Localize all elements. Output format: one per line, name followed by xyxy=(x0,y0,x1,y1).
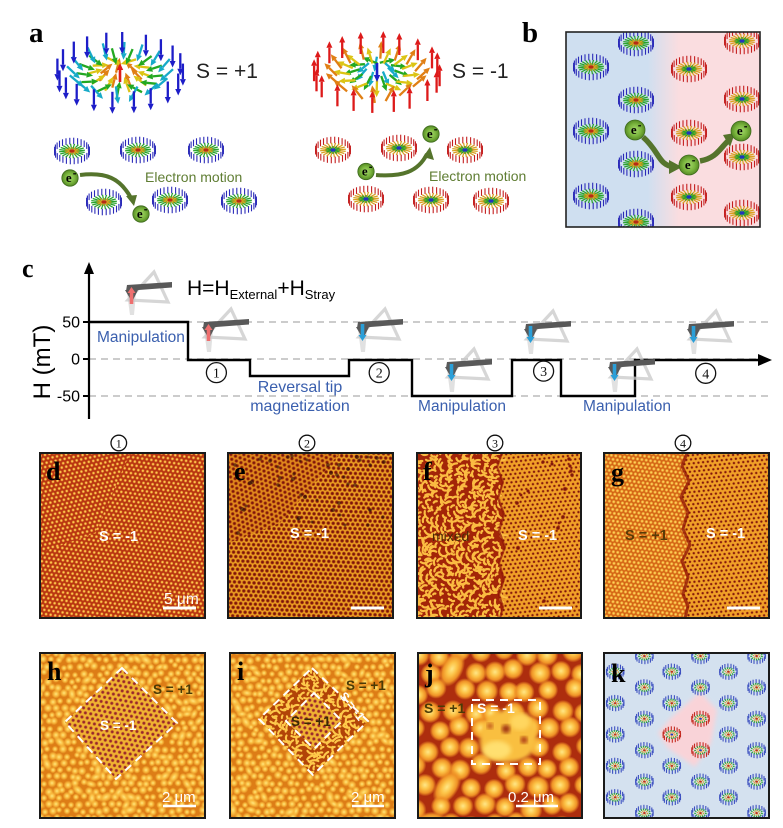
svg-text:i: i xyxy=(237,657,244,686)
svg-text:a: a xyxy=(29,17,44,49)
svg-text:S = +1: S = +1 xyxy=(424,700,465,716)
svg-text:S = +1: S = +1 xyxy=(346,678,386,693)
svg-text:1: 1 xyxy=(213,367,220,382)
svg-text:e: e xyxy=(737,123,743,138)
svg-text:e: e xyxy=(137,206,143,221)
svg-text:g: g xyxy=(611,458,624,487)
svg-text:magnetization: magnetization xyxy=(250,398,350,415)
svg-text:S = -1: S = -1 xyxy=(477,700,515,716)
svg-text:Manipulation: Manipulation xyxy=(418,398,506,415)
svg-text:4: 4 xyxy=(702,367,709,382)
svg-text:S = +1: S = +1 xyxy=(291,714,331,729)
svg-text:k: k xyxy=(611,659,626,688)
svg-text:2 μm: 2 μm xyxy=(351,789,385,806)
svg-text:1: 1 xyxy=(116,436,122,450)
svg-text:Electron motion: Electron motion xyxy=(429,168,526,184)
svg-text:S = -1: S = -1 xyxy=(452,60,509,83)
svg-text:S = -1: S = -1 xyxy=(99,529,138,545)
svg-text:d: d xyxy=(46,457,61,486)
svg-text:0: 0 xyxy=(71,352,80,369)
svg-text:mixed: mixed xyxy=(432,528,469,544)
svg-text:c: c xyxy=(22,254,34,283)
svg-text:S = -1: S = -1 xyxy=(518,528,557,544)
svg-text:S = -1: S = -1 xyxy=(706,526,745,542)
svg-text:h: h xyxy=(47,657,62,686)
svg-text:50: 50 xyxy=(62,315,80,332)
svg-text:5 μm: 5 μm xyxy=(164,591,199,608)
svg-text:e: e xyxy=(631,122,637,137)
svg-text:Manipulation: Manipulation xyxy=(97,329,185,346)
svg-text:S = -1: S = -1 xyxy=(100,718,137,733)
svg-text:S = +1: S = +1 xyxy=(196,60,258,83)
svg-text:2 μm: 2 μm xyxy=(162,789,196,806)
svg-text:0.2 μm: 0.2 μm xyxy=(508,789,554,806)
svg-text:2: 2 xyxy=(376,367,383,382)
svg-text:4: 4 xyxy=(680,436,686,450)
svg-text:f: f xyxy=(423,457,432,486)
svg-text:2: 2 xyxy=(304,436,310,450)
svg-text:3: 3 xyxy=(540,365,547,380)
svg-text:e: e xyxy=(66,170,72,185)
svg-text:e: e xyxy=(362,164,368,179)
svg-text:3: 3 xyxy=(492,436,498,450)
svg-text:Electron motion: Electron motion xyxy=(145,169,242,185)
svg-text:e: e xyxy=(685,157,691,172)
svg-text:e: e xyxy=(234,457,246,486)
svg-text:S = -1: S = -1 xyxy=(290,526,329,542)
svg-text:S = +1: S = +1 xyxy=(625,528,668,544)
svg-text:S = +1: S = +1 xyxy=(153,682,193,697)
svg-text:e: e xyxy=(427,126,433,141)
svg-text:j: j xyxy=(424,659,434,688)
svg-text:-50: -50 xyxy=(57,389,80,406)
svg-text:Reversal tip: Reversal tip xyxy=(258,379,343,396)
svg-text:Manipulation: Manipulation xyxy=(583,398,671,415)
svg-text:H (mT): H (mT) xyxy=(29,325,56,400)
svg-text:b: b xyxy=(522,17,538,49)
